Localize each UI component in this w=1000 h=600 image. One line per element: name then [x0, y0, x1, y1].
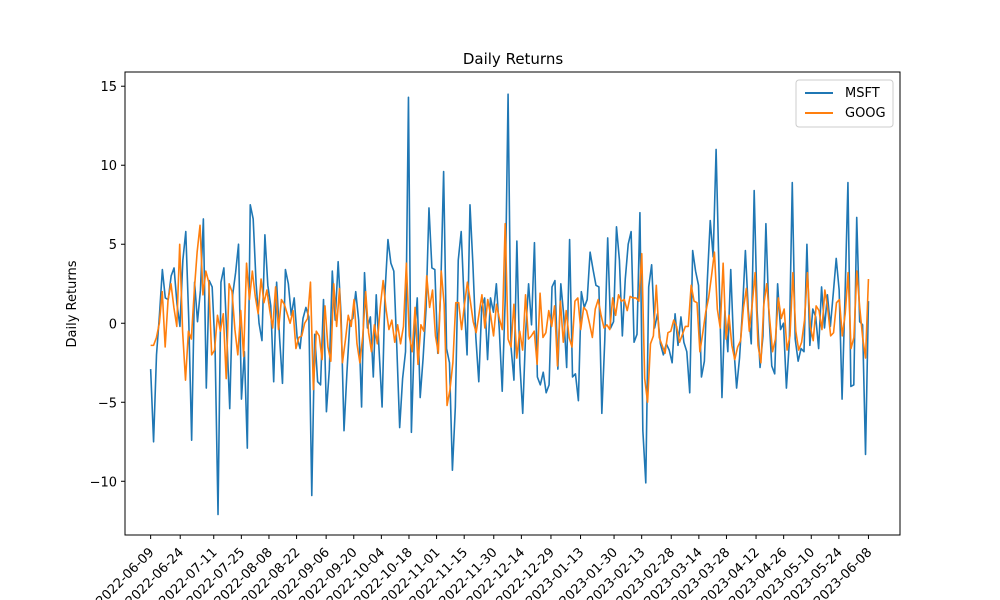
y-tick-label: 10 — [100, 159, 117, 174]
y-tick-label: −5 — [98, 396, 117, 411]
legend-label-msft: MSFT — [845, 86, 880, 101]
y-tick-label: 15 — [100, 80, 117, 95]
y-axis-label: Daily Returns — [65, 260, 80, 347]
legend-box — [795, 79, 894, 128]
y-tick-label: −10 — [90, 475, 117, 490]
legend: MSFT GOOG — [795, 79, 894, 128]
series-line-goog — [150, 222, 870, 407]
y-tick-label: 0 — [109, 317, 117, 332]
plot-area — [149, 93, 870, 516]
legend-label-goog: GOOG — [845, 106, 886, 121]
y-tick-label: 5 — [109, 238, 117, 253]
chart-title: Daily Returns — [463, 50, 563, 68]
y-axis: −10 −5 0 5 10 15 — [90, 80, 125, 490]
plot-frame — [124, 71, 901, 536]
